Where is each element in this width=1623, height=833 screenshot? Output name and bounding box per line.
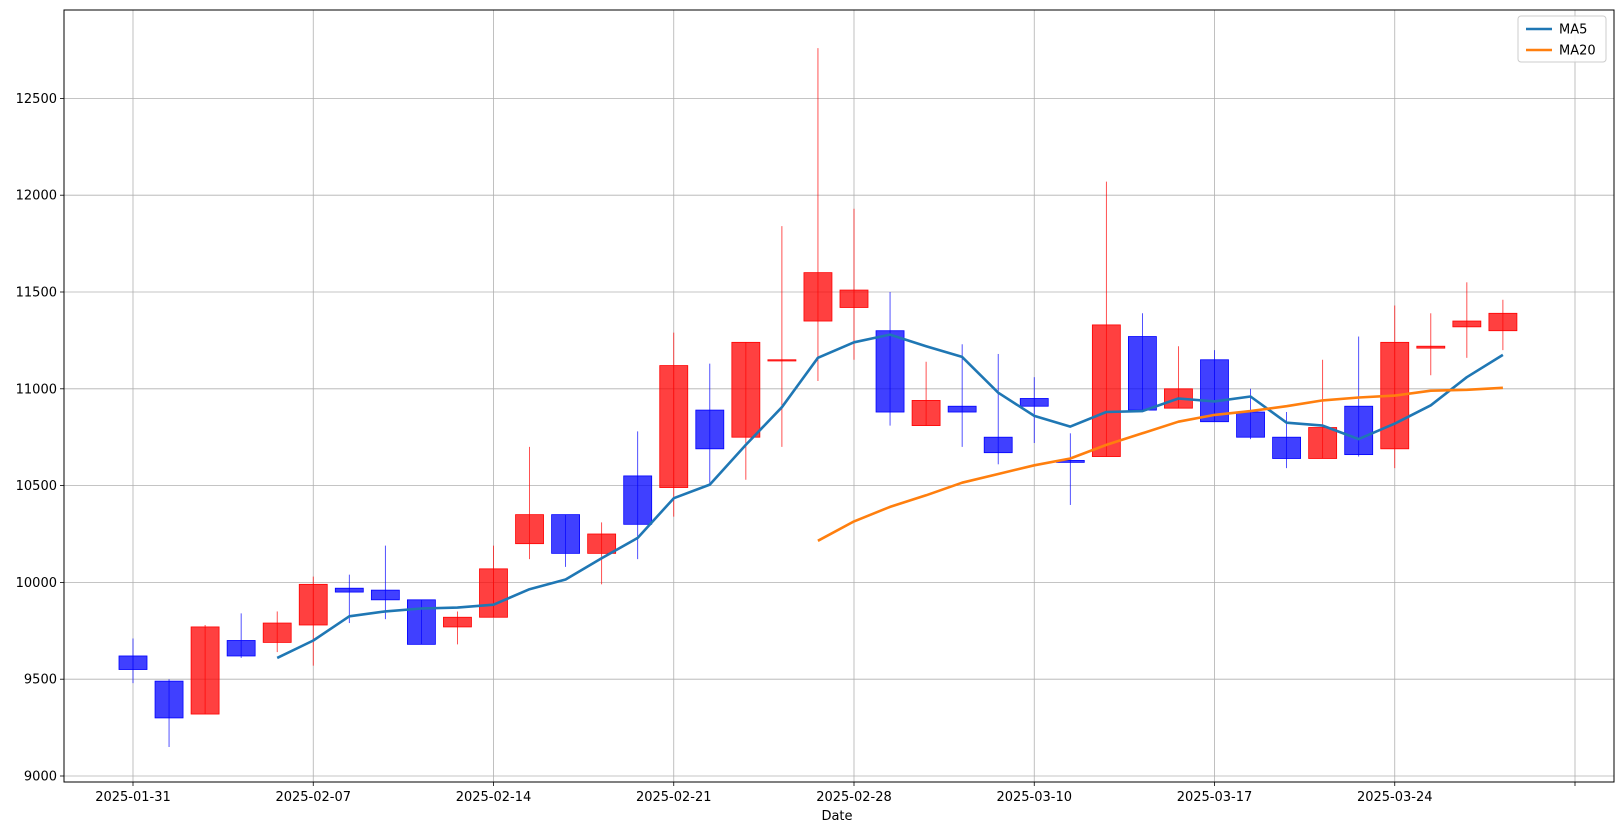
candle: [1019, 377, 1049, 444]
candle: [803, 48, 833, 382]
candle-body: [370, 589, 400, 601]
candle: [659, 332, 689, 517]
x-tick-label: 2025-03-24: [1357, 790, 1433, 805]
x-tick-label: 2025-02-07: [275, 790, 351, 805]
candle-body: [154, 680, 184, 719]
y-axis-ticks: 9000 9500 10000 10500 11000 11500 12000 12500: [16, 92, 64, 785]
candle: [1308, 359, 1338, 459]
candle-body: [443, 616, 472, 628]
candle: [118, 638, 148, 684]
x-tick-label: 2025-03-10: [996, 790, 1072, 805]
x-tick-label: 2025-02-21: [636, 790, 712, 805]
candle: [406, 599, 436, 645]
candle-body: [1200, 359, 1229, 423]
candle-body: [1091, 324, 1121, 457]
candle-body: [334, 587, 364, 593]
candle-body: [731, 341, 761, 438]
candle-body: [875, 330, 905, 413]
candle: [947, 344, 977, 447]
candle: [298, 576, 328, 666]
y-tick-label: 11000: [16, 382, 57, 397]
x-axis-ticks: 2025-01-31 2025-02-07 2025-02-14 2025-02-21…: [95, 782, 1576, 805]
candle: [1200, 350, 1229, 423]
candle: [515, 446, 544, 560]
candle-body: [262, 622, 292, 643]
candle-body: [911, 400, 941, 426]
candle-body: [767, 359, 797, 362]
candle-body: [803, 272, 833, 322]
x-tick-label: 2025-03-17: [1177, 790, 1253, 805]
candle-body: [298, 583, 328, 626]
candle-body: [406, 599, 436, 645]
candle-body: [659, 365, 689, 488]
candle: [875, 292, 905, 426]
candle: [587, 522, 617, 585]
candle-body: [1272, 436, 1301, 459]
candle: [731, 341, 761, 480]
candle-body: [1488, 312, 1518, 332]
candle: [623, 431, 653, 560]
candle: [154, 679, 184, 747]
legend: MA5 MA20: [1517, 15, 1607, 63]
candle-body: [1236, 411, 1265, 438]
x-tick-label: 2025-01-31: [95, 790, 171, 805]
candle-body: [1128, 336, 1157, 411]
y-tick-label: 11500: [16, 286, 57, 301]
candle: [911, 361, 941, 426]
legend-label: MA20: [1559, 44, 1596, 59]
y-tick-label: 10500: [16, 479, 57, 494]
candle-body: [118, 655, 148, 670]
candle: [190, 624, 220, 715]
candle-body: [1416, 345, 1446, 349]
candle-body: [1344, 405, 1374, 456]
candle: [839, 208, 869, 360]
candle: [1416, 313, 1446, 376]
candle-body: [226, 640, 256, 657]
y-tick-label: 9500: [24, 673, 57, 688]
x-axis-title: Date: [821, 809, 852, 824]
legend-label: MA5: [1559, 23, 1587, 38]
candle: [370, 545, 400, 620]
y-tick-label: 10000: [16, 576, 57, 591]
y-tick-label: 12500: [16, 92, 57, 107]
candle: [443, 611, 472, 645]
candle-body: [839, 289, 869, 308]
x-tick-label: 2025-02-14: [456, 790, 532, 805]
candle-body: [623, 475, 653, 525]
x-tick-label: 2025-02-28: [816, 790, 892, 805]
candle-body: [947, 405, 977, 413]
candle-body: [515, 514, 544, 545]
candle-body: [479, 568, 508, 618]
candle: [695, 363, 725, 486]
candle-body: [1308, 427, 1338, 459]
plot-frame: [63, 9, 1615, 783]
candle-body: [551, 514, 580, 554]
candle-body: [1019, 398, 1049, 407]
series-line-ma20: [817, 386, 1503, 542]
candle: [1452, 282, 1482, 358]
candle-body: [1452, 320, 1482, 328]
moving-average-lines: [276, 333, 1504, 660]
y-tick-label: 9000: [24, 770, 57, 785]
candle-body: [983, 436, 1013, 454]
candle-body: [587, 533, 617, 554]
candle: [226, 613, 256, 658]
candle: [551, 514, 580, 567]
candle: [983, 353, 1013, 465]
candle: [262, 611, 292, 653]
series-line-ma5: [276, 333, 1504, 660]
candle: [1488, 299, 1518, 351]
candle: [1344, 336, 1374, 457]
candle: [1128, 313, 1157, 413]
y-tick-label: 12000: [16, 189, 57, 204]
candle: [1091, 181, 1121, 457]
candle: [479, 545, 508, 618]
candle-body: [695, 409, 725, 450]
candle: [767, 226, 797, 447]
candle-body: [190, 626, 220, 715]
